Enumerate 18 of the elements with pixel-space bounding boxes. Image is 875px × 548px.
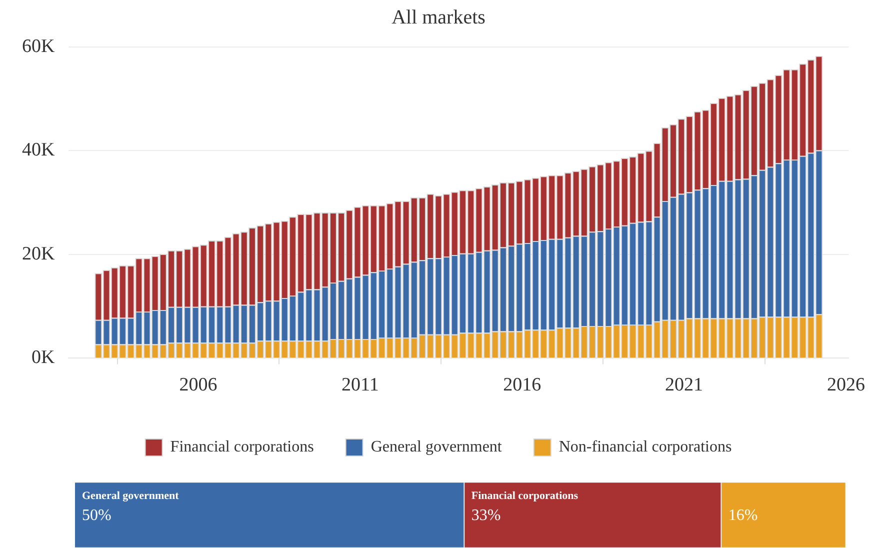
series-label: General government — [82, 490, 180, 502]
series-label: Financial corporations — [471, 490, 579, 502]
legend-label: Non-financial corporations — [558, 438, 732, 456]
y-tick-label: 20K — [22, 243, 55, 264]
x-tick-label: 2006 — [179, 374, 218, 396]
x-tick-label: 2016 — [503, 374, 542, 396]
x-tick-label: 2026 — [826, 374, 865, 396]
y-tick-label: 40K — [22, 140, 55, 161]
legend-label: Financial corporations — [170, 438, 314, 456]
y-tick-label: 60K — [22, 36, 55, 57]
data-label: 33% — [471, 507, 501, 524]
x-tick-label: 2011 — [342, 374, 379, 396]
x-tick-label: 2021 — [665, 374, 704, 396]
chart-title: All markets — [392, 6, 486, 28]
data-label: 50% — [82, 507, 112, 524]
y-tick-label: 0K — [31, 347, 55, 368]
legend-label: General government — [370, 438, 502, 456]
data-label: 16% — [728, 507, 758, 524]
